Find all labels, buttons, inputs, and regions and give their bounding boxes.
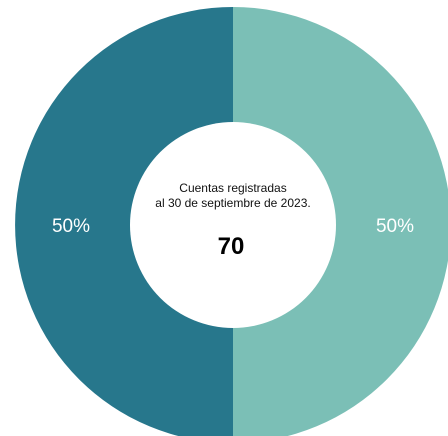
slice-label-1: 50% bbox=[376, 216, 414, 237]
slice-labels-group: 50% 50% bbox=[52, 216, 414, 237]
slices-group bbox=[15, 7, 448, 436]
center-caption-line1: Cuentas registradas bbox=[179, 181, 286, 195]
donut-slice-1 bbox=[233, 7, 448, 436]
center-total-value: 70 bbox=[218, 233, 245, 260]
donut-center-hole bbox=[130, 122, 336, 328]
slice-label-2: 50% bbox=[52, 216, 90, 237]
center-caption-line2: al 30 de septiembre de 2023. bbox=[155, 196, 310, 210]
donut-slice-2 bbox=[15, 7, 233, 436]
